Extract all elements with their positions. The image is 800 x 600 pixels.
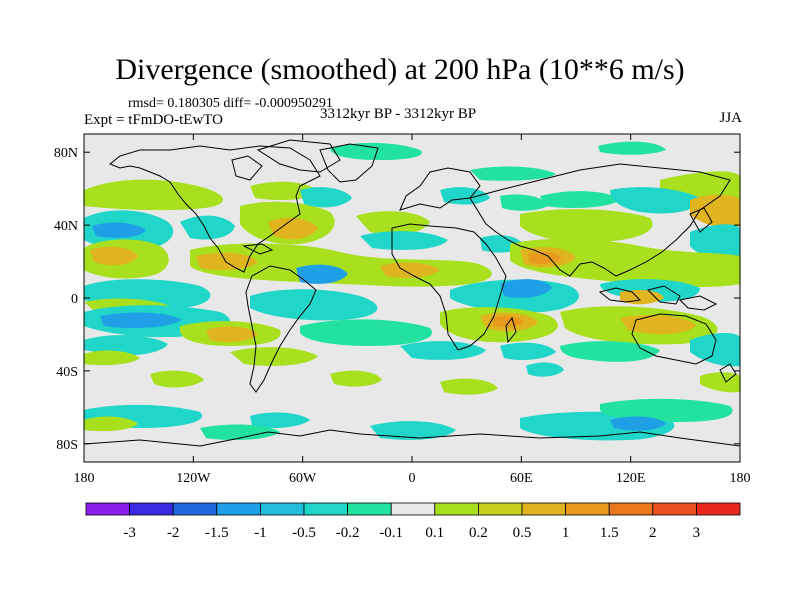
colorbar-swatch <box>521 502 566 516</box>
x-tick-label: 120E <box>616 471 646 486</box>
colorbar-swatch <box>347 502 392 516</box>
colorbar-label: -0.5 <box>292 525 316 541</box>
y-tick-label: 40N <box>54 219 78 234</box>
colorbar-label: 2 <box>649 525 657 541</box>
colorbar-swatch <box>129 502 174 516</box>
y-tick-label: 80S <box>56 438 78 453</box>
colorbar-swatch <box>434 502 479 516</box>
x-tick-label: 180 <box>730 471 751 486</box>
x-tick-label: 60E <box>510 471 533 486</box>
colorbar-label: 0.2 <box>469 525 488 541</box>
colorbar-swatch <box>696 502 741 516</box>
colorbar-swatch <box>259 502 305 516</box>
y-tick-label: 40S <box>56 365 78 380</box>
map-title: Divergence (smoothed) at 200 hPa (10**6 … <box>115 53 685 86</box>
colorbar-label: 3 <box>693 525 701 541</box>
colorbar-label: -3 <box>123 525 136 541</box>
divergence-field <box>84 141 740 441</box>
colorbar-swatch <box>390 502 436 516</box>
colorbar-label: -0.1 <box>379 525 403 541</box>
colorbar-swatch <box>85 502 130 516</box>
axis-ticks: 180 120W 60W 0 60E 120E 180 80N 40N 0 40S 80S <box>54 134 751 486</box>
colorbar-label: -0.2 <box>336 525 360 541</box>
colorbar-swatch <box>608 502 654 516</box>
x-tick-label: 0 <box>409 471 416 486</box>
colorbar-swatch <box>172 502 218 516</box>
colorbar-label: 0.1 <box>425 525 444 541</box>
colorbar-swatch <box>565 502 610 516</box>
colorbar-label: -2 <box>167 525 180 541</box>
x-tick-label: 120W <box>176 471 211 486</box>
x-tick-label: 60W <box>289 471 317 486</box>
y-tick-label: 80N <box>54 146 78 161</box>
experiment-label: Expt = tFmDO-tEwTO <box>84 112 224 128</box>
colorbar-swatch <box>652 502 697 516</box>
colorbar-swatch <box>477 502 523 516</box>
colorbar-label: 1.5 <box>600 525 619 541</box>
season-label: JJA <box>719 110 742 126</box>
stats-text: rmsd= 0.180305 diff= -0.000950291 <box>128 96 333 111</box>
coastlines <box>84 139 740 447</box>
y-tick-label: 0 <box>71 292 78 307</box>
colorbar-label: -1 <box>254 525 267 541</box>
colorbar-label: 1 <box>562 525 570 541</box>
x-tick-label: 180 <box>74 471 95 486</box>
colorbar-swatch <box>303 502 348 516</box>
colorbar-label: -1.5 <box>205 525 229 541</box>
colorbar-label: 0.5 <box>513 525 532 541</box>
period-label: 3312kyr BP - 3312kyr BP <box>320 106 477 122</box>
colorbar: -3 -2 -1.5 -1 -0.5 -0.2 -0.1 0.1 0.2 0.5 1 1.5 2 3 <box>85 502 741 541</box>
colorbar-swatch <box>216 502 261 516</box>
